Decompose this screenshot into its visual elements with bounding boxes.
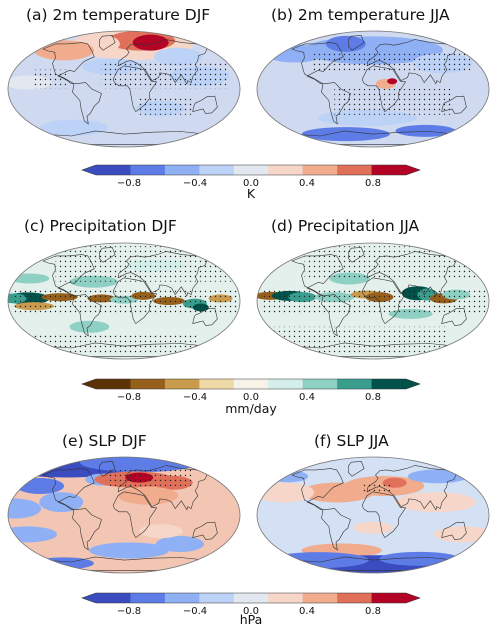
colorbar-tick: −0.8 <box>116 178 142 189</box>
colorbar-tick: 0.0 <box>243 392 259 403</box>
colorbar-tick: −0.4 <box>182 392 208 403</box>
colorbar-temperature: −0.8 −0.4 0.0 0.4 0.8 K <box>74 162 428 206</box>
map-temperature-djf <box>7 30 241 148</box>
panel-b-title: (b) 2m temperature JJA <box>271 6 450 24</box>
panel-a-title: (a) 2m temperature DJF <box>26 6 211 24</box>
colorbar-unit: mm/day <box>225 401 277 416</box>
colorbar-tick: −0.4 <box>182 178 208 189</box>
map-temperature-jja <box>256 30 490 148</box>
colorbar-tick: 0.4 <box>299 392 315 403</box>
colorbar-tick: −0.8 <box>116 392 142 403</box>
map-precipitation-jja <box>256 242 490 360</box>
colorbar-tick: 0.8 <box>365 392 381 403</box>
panel-f-title: (f) SLP JJA <box>314 432 389 450</box>
colorbar-precipitation: −0.8 −0.4 0.0 0.4 0.8 mm/day <box>74 376 428 420</box>
colorbar-tick: −0.8 <box>116 606 142 617</box>
map-slp-djf <box>7 456 241 574</box>
colorbar-tick: 0.0 <box>243 178 259 189</box>
colorbar-tick: −0.4 <box>182 606 208 617</box>
colorbar-tick: 0.0 <box>243 606 259 617</box>
colorbar-unit: K <box>246 186 256 201</box>
panel-e-title: (e) SLP DJF <box>62 432 147 450</box>
map-precipitation-djf <box>7 242 241 360</box>
colorbar-tick: 0.8 <box>365 178 381 189</box>
colorbar-tick: 0.4 <box>299 606 315 617</box>
panel-d-title: (d) Precipitation JJA <box>271 217 420 235</box>
colorbar-tick: 0.4 <box>299 178 315 189</box>
colorbar-unit: hPa <box>239 612 263 627</box>
panel-c-title: (c) Precipitation DJF <box>24 217 177 235</box>
colorbar-slp: −0.8 −0.4 0.0 0.4 0.8 hPa <box>74 590 428 634</box>
map-slp-jja <box>256 456 490 574</box>
colorbar-tick: 0.8 <box>365 606 381 617</box>
